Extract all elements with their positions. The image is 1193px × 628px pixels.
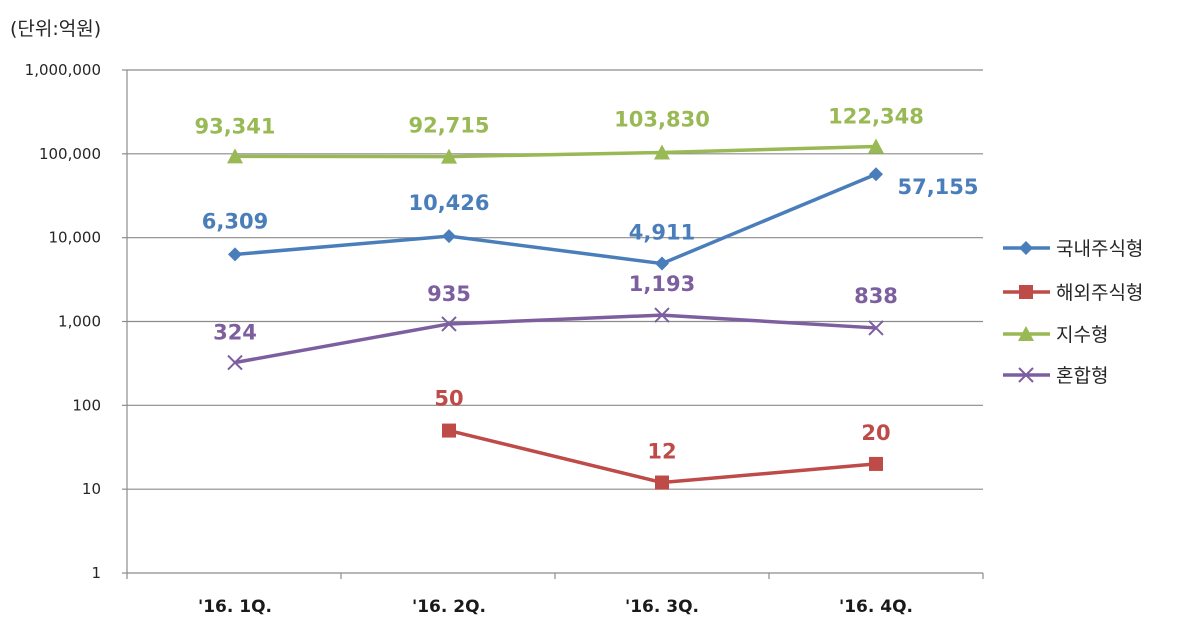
data-labels: 6,309 10,426 4,911 57,155 50 12 20 93,341 92,715…: [194, 104, 978, 463]
data-label: 4,911: [629, 221, 695, 245]
data-point: [655, 256, 669, 271]
data-label: 20: [861, 421, 890, 445]
data-point: [227, 354, 243, 371]
legend-marker: [1018, 326, 1034, 341]
data-point: [868, 138, 884, 154]
data-point: [441, 316, 457, 332]
legend-label: 지수형: [1056, 324, 1108, 346]
data-label: 935: [427, 282, 471, 306]
data-point: [654, 307, 670, 323]
data-label: 6,309: [202, 209, 268, 233]
series-line: [234, 144, 877, 159]
data-point: [228, 247, 242, 262]
data-label: 122,348: [828, 104, 924, 128]
x-tick-label: '16. 4Q.: [839, 597, 913, 617]
legend-label: 혼합형: [1056, 365, 1108, 387]
data-point: [869, 167, 883, 182]
series-line: [234, 313, 877, 365]
data-point: [441, 148, 457, 164]
legend-marker: [1019, 285, 1033, 299]
y-tick-label: 10: [82, 480, 101, 498]
data-label: 1,193: [629, 272, 695, 296]
series-layer: [227, 138, 884, 490]
data-label: 57,155: [897, 175, 978, 199]
data-label: 12: [647, 440, 676, 464]
y-tick-label: 1,000,000: [25, 61, 101, 79]
data-label: 50: [434, 387, 463, 411]
legend-label: 해외주식형: [1056, 282, 1143, 304]
data-point: [654, 144, 670, 160]
legend-label: 국내주식형: [1056, 238, 1143, 260]
y-tick-label: 100: [72, 396, 101, 414]
y-tick-label: 1,000: [58, 313, 101, 331]
legend-item: 혼합형: [1003, 365, 1108, 387]
data-point: [227, 148, 243, 164]
axes: 1 10 100 1,000 10,000 100,000 1,000,000 '16. 1Q…: [25, 61, 984, 617]
data-label: 92,715: [408, 114, 489, 138]
data-point: [655, 475, 669, 490]
data-point: [868, 320, 884, 336]
data-label: 838: [854, 284, 898, 308]
series-line: [234, 172, 877, 266]
legend-marker: [1018, 367, 1034, 383]
data-label: 324: [213, 321, 257, 345]
x-tick-label: '16. 3Q.: [625, 597, 699, 617]
data-point: [442, 423, 456, 438]
x-tick-label: '16. 2Q.: [412, 597, 486, 617]
unit-label: (단위:억원): [10, 18, 102, 40]
data-point: [869, 456, 883, 471]
x-tick-label: '16. 1Q.: [198, 597, 272, 617]
y-tick-label: 100,000: [39, 145, 101, 163]
data-label: 103,830: [614, 107, 710, 131]
legend-item: 지수형: [1003, 324, 1108, 346]
y-tick-label: 10,000: [49, 229, 102, 247]
legend-marker: [1019, 241, 1033, 255]
legend-item: 국내주식형: [1003, 238, 1143, 260]
data-label: 93,341: [194, 114, 275, 138]
legend-item: 해외주식형: [1003, 282, 1143, 304]
data-label: 10,426: [408, 191, 489, 215]
data-point: [442, 229, 456, 244]
y-tick-label: 1: [91, 564, 101, 582]
